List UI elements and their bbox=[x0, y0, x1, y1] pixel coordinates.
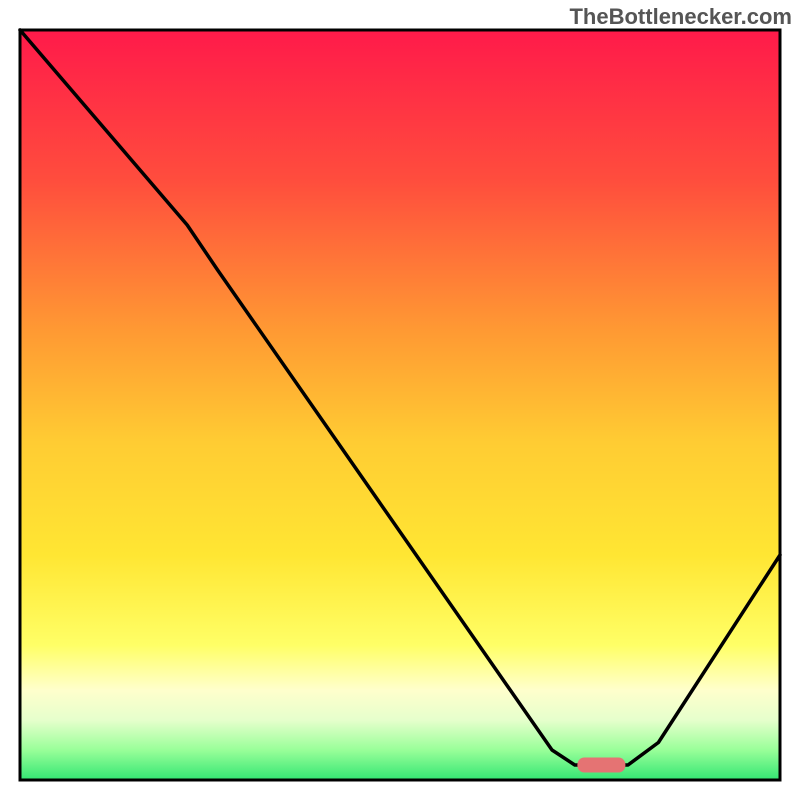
chart-svg bbox=[0, 0, 800, 800]
chart-container: TheBottlenecker.com bbox=[0, 0, 800, 800]
plot-background bbox=[20, 30, 780, 780]
optimal-marker bbox=[577, 758, 625, 773]
watermark-text: TheBottlenecker.com bbox=[569, 4, 792, 30]
